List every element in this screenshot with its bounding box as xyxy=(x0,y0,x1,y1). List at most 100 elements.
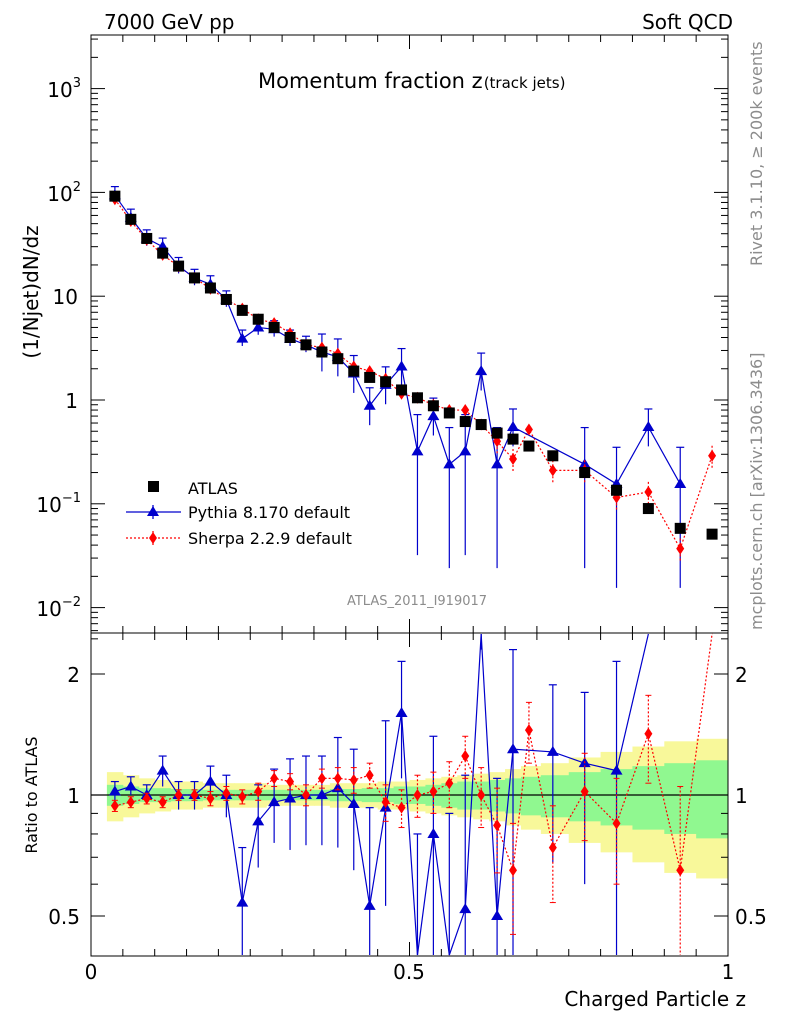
ratio-sherpa-point xyxy=(580,785,589,798)
atlas-point xyxy=(236,304,248,316)
pythia-point xyxy=(578,458,591,469)
ratio-pythia-point xyxy=(363,899,376,910)
y-tick-label-100: 102 xyxy=(47,180,81,206)
ratio-sherpa-point xyxy=(365,769,374,782)
y-tick-label-10: 10 xyxy=(53,285,78,309)
pythia-point xyxy=(236,332,249,343)
ratio-band-stat xyxy=(540,775,570,818)
pythia-point xyxy=(642,420,655,431)
ratio-pythia-point xyxy=(347,797,360,808)
ratio-panel: Ratio to ATLAS Charged Particle z 2 1 0.… xyxy=(22,632,767,1011)
sherpa-point xyxy=(676,542,685,555)
pythia-point xyxy=(395,360,408,371)
pythia-point xyxy=(507,420,520,431)
ratio-pythia-point xyxy=(124,780,137,791)
atlas-point xyxy=(141,232,153,244)
pythia-point xyxy=(674,478,687,489)
ratio-sherpa-point xyxy=(190,789,199,801)
atlas-point xyxy=(642,503,654,515)
ratio-y-tick-label-1-left: 1 xyxy=(67,784,80,808)
sherpa-point xyxy=(644,485,653,498)
x-tick-labels: 0 0.5 1 xyxy=(85,960,735,984)
x-tick-label-0: 0 xyxy=(85,960,98,984)
ratio-sherpa-point xyxy=(286,775,295,788)
ratio-sherpa-point xyxy=(493,819,502,832)
pythia-point xyxy=(443,458,456,469)
legend-pythia-label: Pythia 8.170 default xyxy=(188,503,350,522)
atlas-point xyxy=(173,260,185,272)
ratio-sherpa-point xyxy=(612,817,621,830)
atlas-point xyxy=(427,400,439,412)
pythia-point xyxy=(491,458,504,469)
atlas-point xyxy=(706,528,718,540)
legend-atlas-marker xyxy=(148,481,159,492)
ratio-sherpa-point xyxy=(413,789,422,801)
ratio-sherpa-point xyxy=(206,792,215,805)
ratio-pythia-point xyxy=(236,896,249,907)
ratio-pythia-point xyxy=(284,792,297,803)
pythia-line xyxy=(114,194,681,485)
ratio-pythia-point xyxy=(507,743,520,754)
ratio-sherpa-point xyxy=(317,772,326,785)
atlas-point xyxy=(411,392,423,404)
atlas-point xyxy=(204,282,216,294)
ratio-sherpa-point xyxy=(548,841,557,854)
main-plot-frame xyxy=(90,34,729,634)
atlas-point xyxy=(332,353,344,365)
atlas-point xyxy=(459,416,471,428)
sherpa-point xyxy=(524,423,533,436)
ratio-pythia-point xyxy=(108,785,121,796)
y-tick-label-1000: 103 xyxy=(47,76,81,102)
atlas-point xyxy=(109,190,121,202)
y-axis-label: (1/Njet)dN/dz xyxy=(19,225,43,358)
ratio-y-tick-labels: 2 1 0.5 2 1 0.5 xyxy=(48,663,767,929)
pythia-point xyxy=(475,365,488,376)
ratio-y-tick-label-2-right: 2 xyxy=(735,663,748,687)
atlas-point xyxy=(475,419,487,431)
ratio-sherpa-point xyxy=(397,801,406,814)
ratio-sherpa-point xyxy=(174,789,183,801)
y-tick-label-0.01: 10−2 xyxy=(36,595,81,621)
ratio-sherpa-point xyxy=(477,789,486,801)
ratio-sherpa-point xyxy=(270,772,279,785)
ratio-sherpa-point xyxy=(158,796,167,809)
atlas-point xyxy=(579,467,591,479)
ratio-pythia-point xyxy=(268,796,281,807)
ratio-sherpa-point xyxy=(301,789,310,801)
y-tick-label-1: 1 xyxy=(65,389,78,413)
atlas-point xyxy=(125,213,137,225)
ratio-axis-label: Ratio to ATLAS xyxy=(22,736,41,853)
y-tick-label-0.1: 10−1 xyxy=(36,491,81,517)
atlas-point xyxy=(364,371,376,383)
x-tick-label-1: 1 xyxy=(722,960,735,984)
pythia-point xyxy=(252,321,265,332)
atlas-point xyxy=(348,365,360,377)
analysis-watermark: ATLAS_2011_I919017 xyxy=(347,594,487,609)
x-tick-label-0.5: 0.5 xyxy=(393,960,425,984)
legend-atlas-label: ATLAS xyxy=(188,479,238,498)
ratio-pythia-point xyxy=(156,764,169,775)
header-category: Soft QCD xyxy=(642,10,733,34)
ratio-sherpa-point xyxy=(676,864,685,877)
ratio-sherpa-point xyxy=(222,787,231,800)
atlas-point xyxy=(443,407,455,419)
atlas-point xyxy=(284,332,296,344)
ratio-sherpa-point xyxy=(524,724,533,737)
atlas-point xyxy=(523,440,535,452)
sherpa-point xyxy=(509,453,518,466)
ratio-pythia-point xyxy=(204,775,217,786)
plot-title: Momentum fraction z(track jets) xyxy=(258,69,565,93)
atlas-point xyxy=(220,293,232,305)
atlas-point xyxy=(157,247,169,259)
ratio-sherpa-point xyxy=(254,785,263,798)
atlas-point xyxy=(380,376,392,388)
rivet-version-label: Rivet 3.1.10, ≥ 200k events xyxy=(747,41,766,266)
atlas-point xyxy=(507,433,519,445)
header-energy: 7000 GeV pp xyxy=(104,10,235,34)
ratio-sherpa-point xyxy=(333,772,342,785)
atlas-point xyxy=(316,346,328,358)
pythia-point xyxy=(411,445,424,456)
ratio-sherpa-point xyxy=(509,864,518,877)
sherpa-point xyxy=(708,449,717,462)
